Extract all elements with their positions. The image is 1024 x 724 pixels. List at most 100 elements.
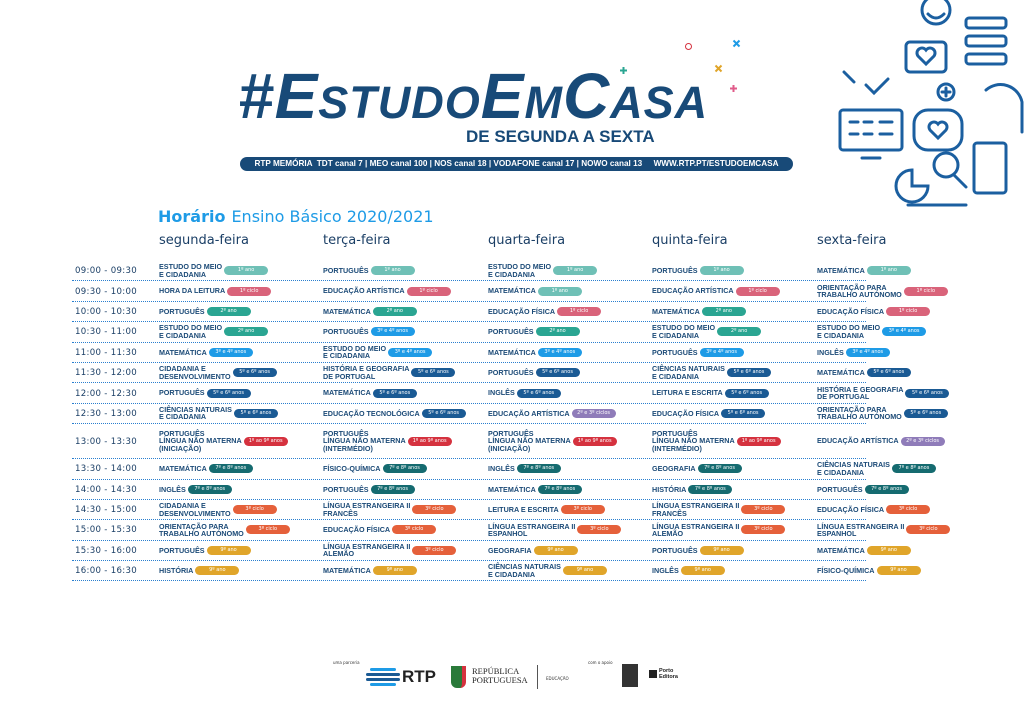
grade-badge: 1º ano xyxy=(370,266,415,276)
subject-name: LEITURA E ESCRITA xyxy=(652,388,723,398)
grade-badge: 7º e 8º anos xyxy=(382,464,427,474)
table-row: 10:30 - 11:00 ESTUDO DO MEIO E CIDADANIA 2… xyxy=(72,322,952,343)
grade-badge: 1º ao 9º anos xyxy=(407,436,452,446)
subject-name: ESTUDO DO MEIO E CIDADANIA xyxy=(159,323,223,340)
subject-name: MATEMÁTICA xyxy=(323,566,371,576)
grade-badge: 3º ciclo xyxy=(392,525,437,535)
subject-name: LÍNGUA ESTRANGEIRA II ALEMÃO xyxy=(652,521,740,538)
schedule-cell: PORTUGUÊS 3º e 4º anos xyxy=(323,322,415,341)
subject-name: LÍNGUA ESTRANGEIRA II ALEMÃO xyxy=(323,541,411,559)
time-slot: 11:00 - 11:30 xyxy=(75,347,137,358)
subject-name: MATEMÁTICA xyxy=(323,388,371,398)
schedule-cell: CIÊNCIAS NATURAIS E CIDADANIA 7º e 8º ano… xyxy=(817,459,936,478)
time-slot: 10:00 - 10:30 xyxy=(75,306,137,317)
grade-badge: 5º e 6º anos xyxy=(903,408,948,418)
subject-name: CIÊNCIAS NATURAIS E CIDADANIA xyxy=(159,405,232,422)
grade-badge: 3º ciclo xyxy=(232,505,277,515)
grade-badge: 9º ano xyxy=(206,545,251,555)
table-row: 11:30 - 12:00 CIDADANIA E DESENVOLVIMENTO… xyxy=(72,363,952,384)
grade-badge: 1º ano xyxy=(699,266,744,276)
subject-name: GEOGRAFIA xyxy=(652,464,696,474)
grade-badge: 7º e 8º anos xyxy=(516,464,561,474)
subject-name: INGLÊS xyxy=(652,566,679,576)
schedule-cell: HISTÓRIA 7º e 8º anos xyxy=(652,480,733,499)
grade-badge: 5º e 6º anos xyxy=(535,368,580,378)
subject-name: LÍNGUA ESTRANGEIRA II ESPANHOL xyxy=(488,521,576,538)
grade-badge: 5º e 6º anos xyxy=(411,368,456,378)
schedule-cell: MATEMÁTICA 2º ano xyxy=(323,302,417,321)
schedule-cell: PORTUGUÊS 5º e 6º anos xyxy=(159,383,251,402)
educacao-label: EDUCAÇÃO xyxy=(546,676,569,681)
subject-name: LÍNGUA ESTRANGEIRA II ESPANHOL xyxy=(817,521,905,538)
day-header-wednesday: quarta-feira xyxy=(488,233,566,248)
time-slot: 15:00 - 15:30 xyxy=(75,525,137,536)
subject-name: FÍSICO-QUÍMICA xyxy=(817,566,875,576)
table-row: 12:00 - 12:30 PORTUGUÊS 5º e 6º anos MATEMÁ… xyxy=(72,383,952,405)
subject-name: HISTÓRIA E GEOGRAFIA DE PORTUGAL xyxy=(817,384,904,402)
subject-name: PORTUGUÊS xyxy=(159,388,205,398)
schedule-cell: ORIENTAÇÃO PARA TRABALHO AUTÓNOMO 3º cicl… xyxy=(159,520,290,539)
schedule-cell: FÍSICO-QUÍMICA 7º e 8º anos xyxy=(323,459,427,478)
table-row: 12:30 - 13:00 CIÊNCIAS NATURAIS E CIDADAN… xyxy=(72,404,952,425)
republica-portuguesa-text: REPÚBLICA PORTUGUESA xyxy=(472,666,528,685)
day-header-friday: sexta-feira xyxy=(817,233,887,248)
subject-name: EDUCAÇÃO FÍSICA xyxy=(817,306,885,316)
subject-name: LÍNGUA ESTRANGEIRA II FRANCÊS xyxy=(652,501,740,518)
republica-emblem xyxy=(451,666,466,688)
schedule-cell: ESTUDO DO MEIO E CIDADANIA 2º ano xyxy=(159,322,269,341)
table-row: 14:00 - 14:30 INGLÊS 7º e 8º anos PORTUGUÊS… xyxy=(72,480,952,501)
day-header-monday: segunda-feira xyxy=(159,233,249,248)
subject-name: MATEMÁTICA xyxy=(488,286,536,296)
grade-badge: 5º e 6º anos xyxy=(421,408,466,418)
schedule-cell: PORTUGUÊS LÍNGUA NÃO MATERNA (INICIAÇÃO)… xyxy=(488,424,617,458)
schedule-cell: PORTUGUÊS 1º ano xyxy=(323,261,415,280)
time-slot: 15:30 - 16:00 xyxy=(75,545,137,556)
subject-name: PORTUGUÊS xyxy=(488,327,534,337)
grade-badge: 1º ao 9º anos xyxy=(736,436,781,446)
subject-name: PORTUGUÊS xyxy=(652,347,698,357)
schedule-title: Horário Ensino Básico 2020/2021 xyxy=(158,207,434,226)
grade-badge: 9º ano xyxy=(372,566,417,576)
grade-badge: 2º ano xyxy=(717,327,762,337)
schedule-cell: CIÊNCIAS NATURAIS E CIDADANIA 5º e 6º ano… xyxy=(652,363,771,382)
subject-name: EDUCAÇÃO ARTÍSTICA xyxy=(652,286,734,296)
schedule-cell: PORTUGUÊS 2º ano xyxy=(488,322,580,341)
channels-banner: RTP MEMÓRIA TDT canal 7 | MEO canal 100 … xyxy=(240,157,793,171)
subject-name: PORTUGUÊS LÍNGUA NÃO MATERNA (INICIAÇÃO) xyxy=(488,429,571,453)
subject-name: CIDADANIA E DESENVOLVIMENTO xyxy=(159,501,231,518)
subject-name: PORTUGUÊS xyxy=(323,327,369,337)
schedule-cell: PORTUGUÊS 3º e 4º anos xyxy=(652,343,744,362)
schedule-cell: MATEMÁTICA 9º ano xyxy=(817,541,911,560)
schedule-cell: GEOGRAFIA 9º ano xyxy=(488,541,578,560)
schedule-cell: LÍNGUA ESTRANGEIRA II FRANCÊS 3º ciclo xyxy=(323,500,457,519)
subject-name: ESTUDO DO MEIO E CIDADANIA xyxy=(323,343,387,361)
grade-badge: 5º e 6º anos xyxy=(866,368,911,378)
subject-name: EDUCAÇÃO ARTÍSTICA xyxy=(488,408,570,418)
schedule-table: 09:00 - 09:30 ESTUDO DO MEIO E CIDADANIA 1… xyxy=(72,261,952,582)
schedule-cell: LÍNGUA ESTRANGEIRA II ESPANHOL 3º ciclo xyxy=(817,520,951,539)
schedule-cell: HORA DA LEITURA 1º ciclo xyxy=(159,281,272,300)
subject-name: EDUCAÇÃO FÍSICA xyxy=(817,504,885,514)
schedule-cell: PORTUGUÊS 1º ano xyxy=(652,261,744,280)
schedule-cell: LÍNGUA ESTRANGEIRA II ESPANHOL 3º ciclo xyxy=(488,520,622,539)
grade-badge: 7º e 8º anos xyxy=(537,484,582,494)
subject-name: PORTUGUÊS xyxy=(652,545,698,555)
grade-badge: 1º ao 9º anos xyxy=(572,436,617,446)
schedule-cell: EDUCAÇÃO FÍSICA 3º ciclo xyxy=(817,500,931,519)
schedule-cell: ESTUDO DO MEIO E CIDADANIA 3º e 4º anos xyxy=(323,343,433,362)
schedule-cell: HISTÓRIA E GEOGRAFIA DE PORTUGAL 5º e 6º … xyxy=(323,363,456,382)
grade-badge: 3º ciclo xyxy=(906,525,951,535)
subject-name: HISTÓRIA E GEOGRAFIA DE PORTUGAL xyxy=(323,364,410,381)
schedule-cell: PORTUGUÊS 5º e 6º anos xyxy=(488,363,580,382)
grade-badge: 7º e 8º anos xyxy=(891,464,936,474)
subject-name: LEITURA E ESCRITA xyxy=(488,504,559,514)
grade-badge: 3º ciclo xyxy=(886,505,931,515)
subject-name: ESTUDO DO MEIO E CIDADANIA xyxy=(488,262,552,279)
plus-icon xyxy=(730,85,737,92)
schedule-cell: LÍNGUA ESTRANGEIRA II ALEMÃO 3º ciclo xyxy=(652,520,786,539)
subject-name: ESTUDO DO MEIO E CIDADANIA xyxy=(817,323,881,340)
partnership-label: uma parceria xyxy=(333,660,360,665)
subject-name: LÍNGUA ESTRANGEIRA II FRANCÊS xyxy=(323,501,411,518)
schedule-cell: INGLÊS 7º e 8º anos xyxy=(159,480,232,499)
grade-badge: 5º e 6º anos xyxy=(721,408,766,418)
